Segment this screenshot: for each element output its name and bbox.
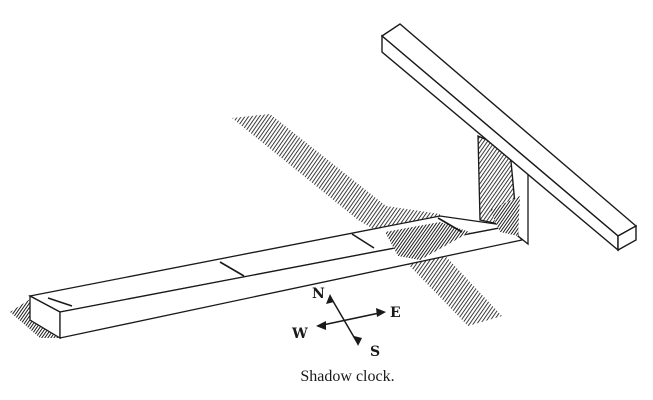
figure-caption: Shadow clock. [300, 368, 395, 385]
base-shadow-band [385, 222, 470, 260]
compass-south-label: S [370, 344, 380, 360]
compass-rose: N E S W [291, 286, 401, 360]
hour-mark [47, 297, 73, 307]
ground-shadow-lower [400, 246, 502, 326]
hour-mark [351, 233, 375, 249]
gnomon-support-shadow [490, 196, 520, 236]
east-arrow-icon [376, 308, 386, 317]
crossbar-end [617, 224, 637, 252]
west-arrow-icon [316, 321, 326, 330]
compass-west-label: W [291, 326, 308, 342]
south-arrow-icon [354, 336, 362, 346]
compass-north-label: N [312, 286, 325, 302]
north-arrow-icon [326, 294, 334, 304]
hour-mark [437, 217, 463, 233]
compass-east-label: E [390, 305, 401, 321]
hour-mark [219, 261, 245, 277]
ground-shadow-upper [232, 114, 440, 240]
